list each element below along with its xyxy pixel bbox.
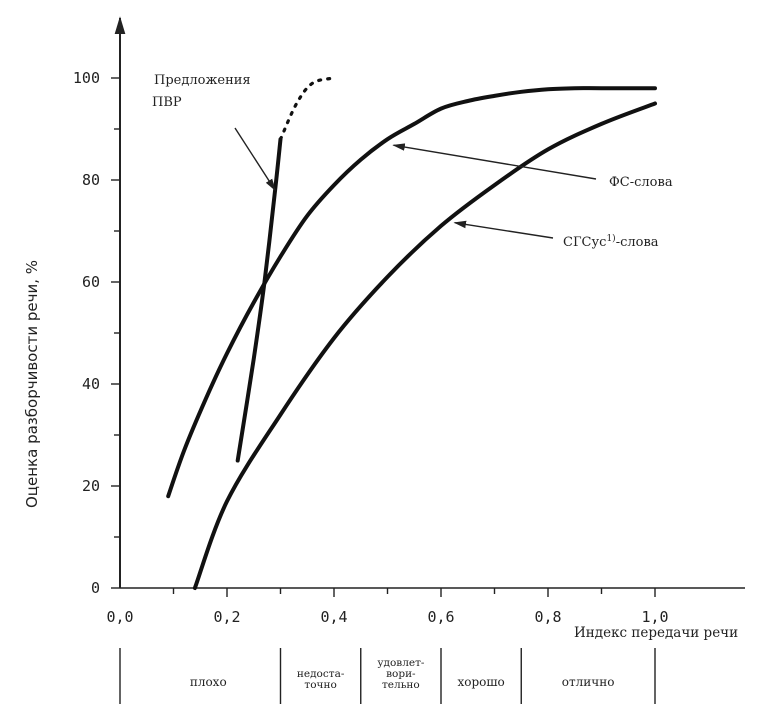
x-tick-label: 1,0 [641,608,668,626]
sgs-words-line [192,101,657,590]
y-tick-label: 40 [82,375,100,393]
y-tick-label: 20 [82,477,100,495]
annotations: Предложения ПВР ФС-слова СГСус1)-слова [152,73,673,250]
y-tick-label: 80 [82,171,100,189]
rating-label: отлично [562,675,615,689]
fs-words-label: ФС-слова [609,175,673,190]
y-axis-title: Оценка разборчивости речи, % [23,260,41,508]
series-lines [166,76,657,590]
sgs-words-label: СГСус1)-слова [563,233,659,250]
sgs-words-leader [453,220,554,239]
fs-words-leader [392,143,597,180]
pvr-sentences-leader [234,127,276,192]
axes [114,16,745,589]
x-tick-label: 0,6 [427,608,454,626]
fs-words-line [166,86,657,499]
rating-label: хорошо [457,675,504,689]
x-tick-label: 0,4 [320,608,347,626]
x-axis-title: Индекс передачи речи [574,625,738,641]
y-tick-label: 100 [73,69,100,87]
y-tick-label: 60 [82,273,100,291]
rating-label: удовлет-вори-тельно [377,657,425,691]
rating-label: плохо [190,675,227,689]
x-axis-ticks: 0,0 0,2 0,4 0,6 0,8 1,0 [106,588,669,626]
pvr-sentences-extrapolation [278,76,336,141]
rating-scale: плохо недоста-точно удовлет-вори-тельно хор… [119,648,656,704]
x-tick-label: 0,8 [534,608,561,626]
x-tick-label: 0,2 [213,608,240,626]
y-axis-ticks: 0 20 40 60 80 100 [73,69,120,597]
x-tick-label: 0,0 [106,608,133,626]
y-tick-label: 0 [91,579,100,597]
pvr-sentences-label: Предложения ПВР [152,73,251,110]
rating-label: недоста-точно [297,668,345,691]
